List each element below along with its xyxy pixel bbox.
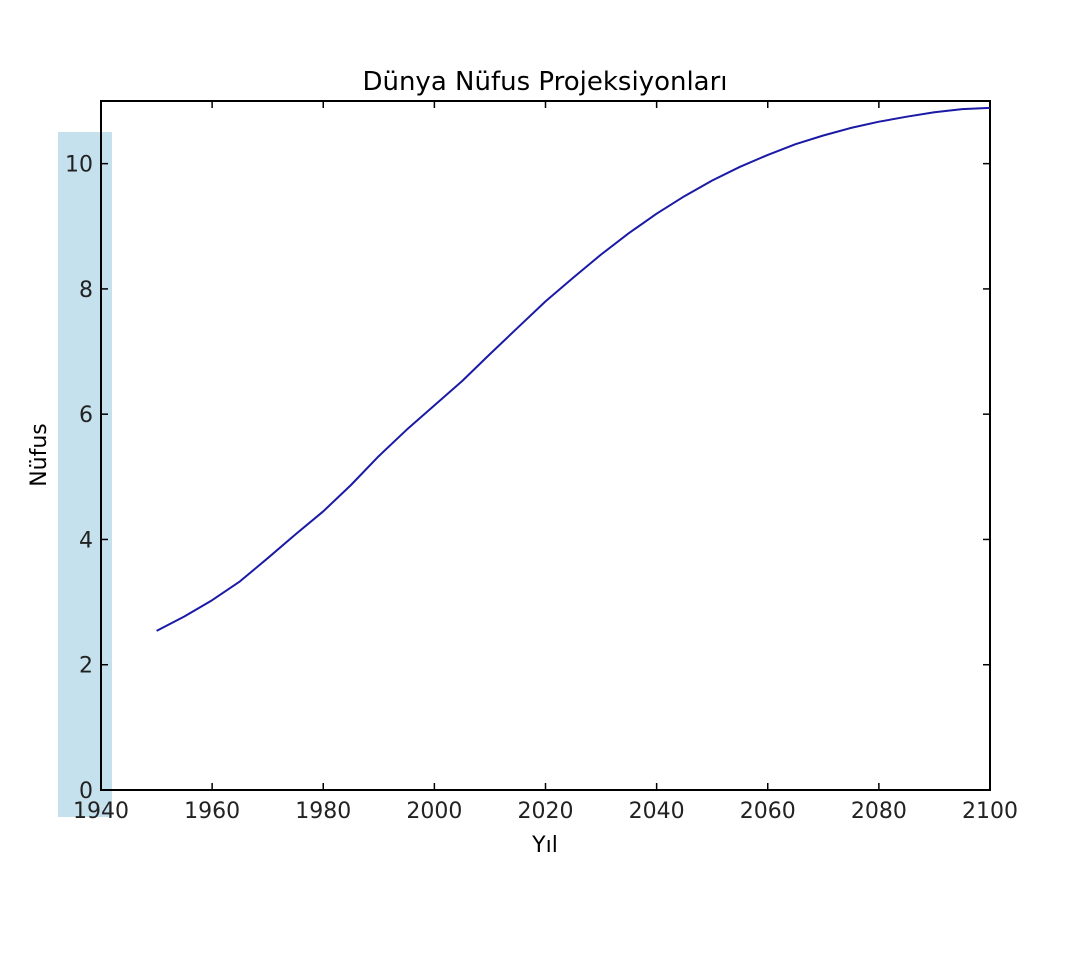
series-line [156, 106, 991, 632]
y-tick-label: 6 [79, 403, 93, 428]
y-tick-label: 4 [79, 528, 93, 553]
y-tick-label: 0 [79, 779, 93, 804]
x-tick-label: 2040 [629, 799, 685, 824]
y-axis-highlight-band [58, 132, 112, 817]
x-tick-label: 1960 [184, 799, 240, 824]
y-axis-title: Nüfus [27, 423, 52, 487]
y-tick-label: 2 [79, 654, 93, 679]
chart-title: Dünya Nüfus Projeksiyonları [362, 67, 727, 97]
ticks-layer: 1940 1960 1980 2000 2020 2040 2060 2080 2100 0 2 4 6… [65, 101, 1018, 824]
y-tick-label: 8 [79, 278, 93, 303]
x-tick-label: 2020 [518, 799, 574, 824]
x-tick-label: 2000 [406, 799, 462, 824]
x-tick-label: 1980 [295, 799, 351, 824]
x-tick-label: 2060 [740, 799, 796, 824]
x-tick-label: 2100 [962, 799, 1018, 824]
x-tick-label: 1940 [73, 799, 129, 824]
x-tick-label: 2080 [851, 799, 907, 824]
y-tick-label: 10 [65, 153, 93, 178]
x-axis-title: Yıl [531, 833, 558, 858]
